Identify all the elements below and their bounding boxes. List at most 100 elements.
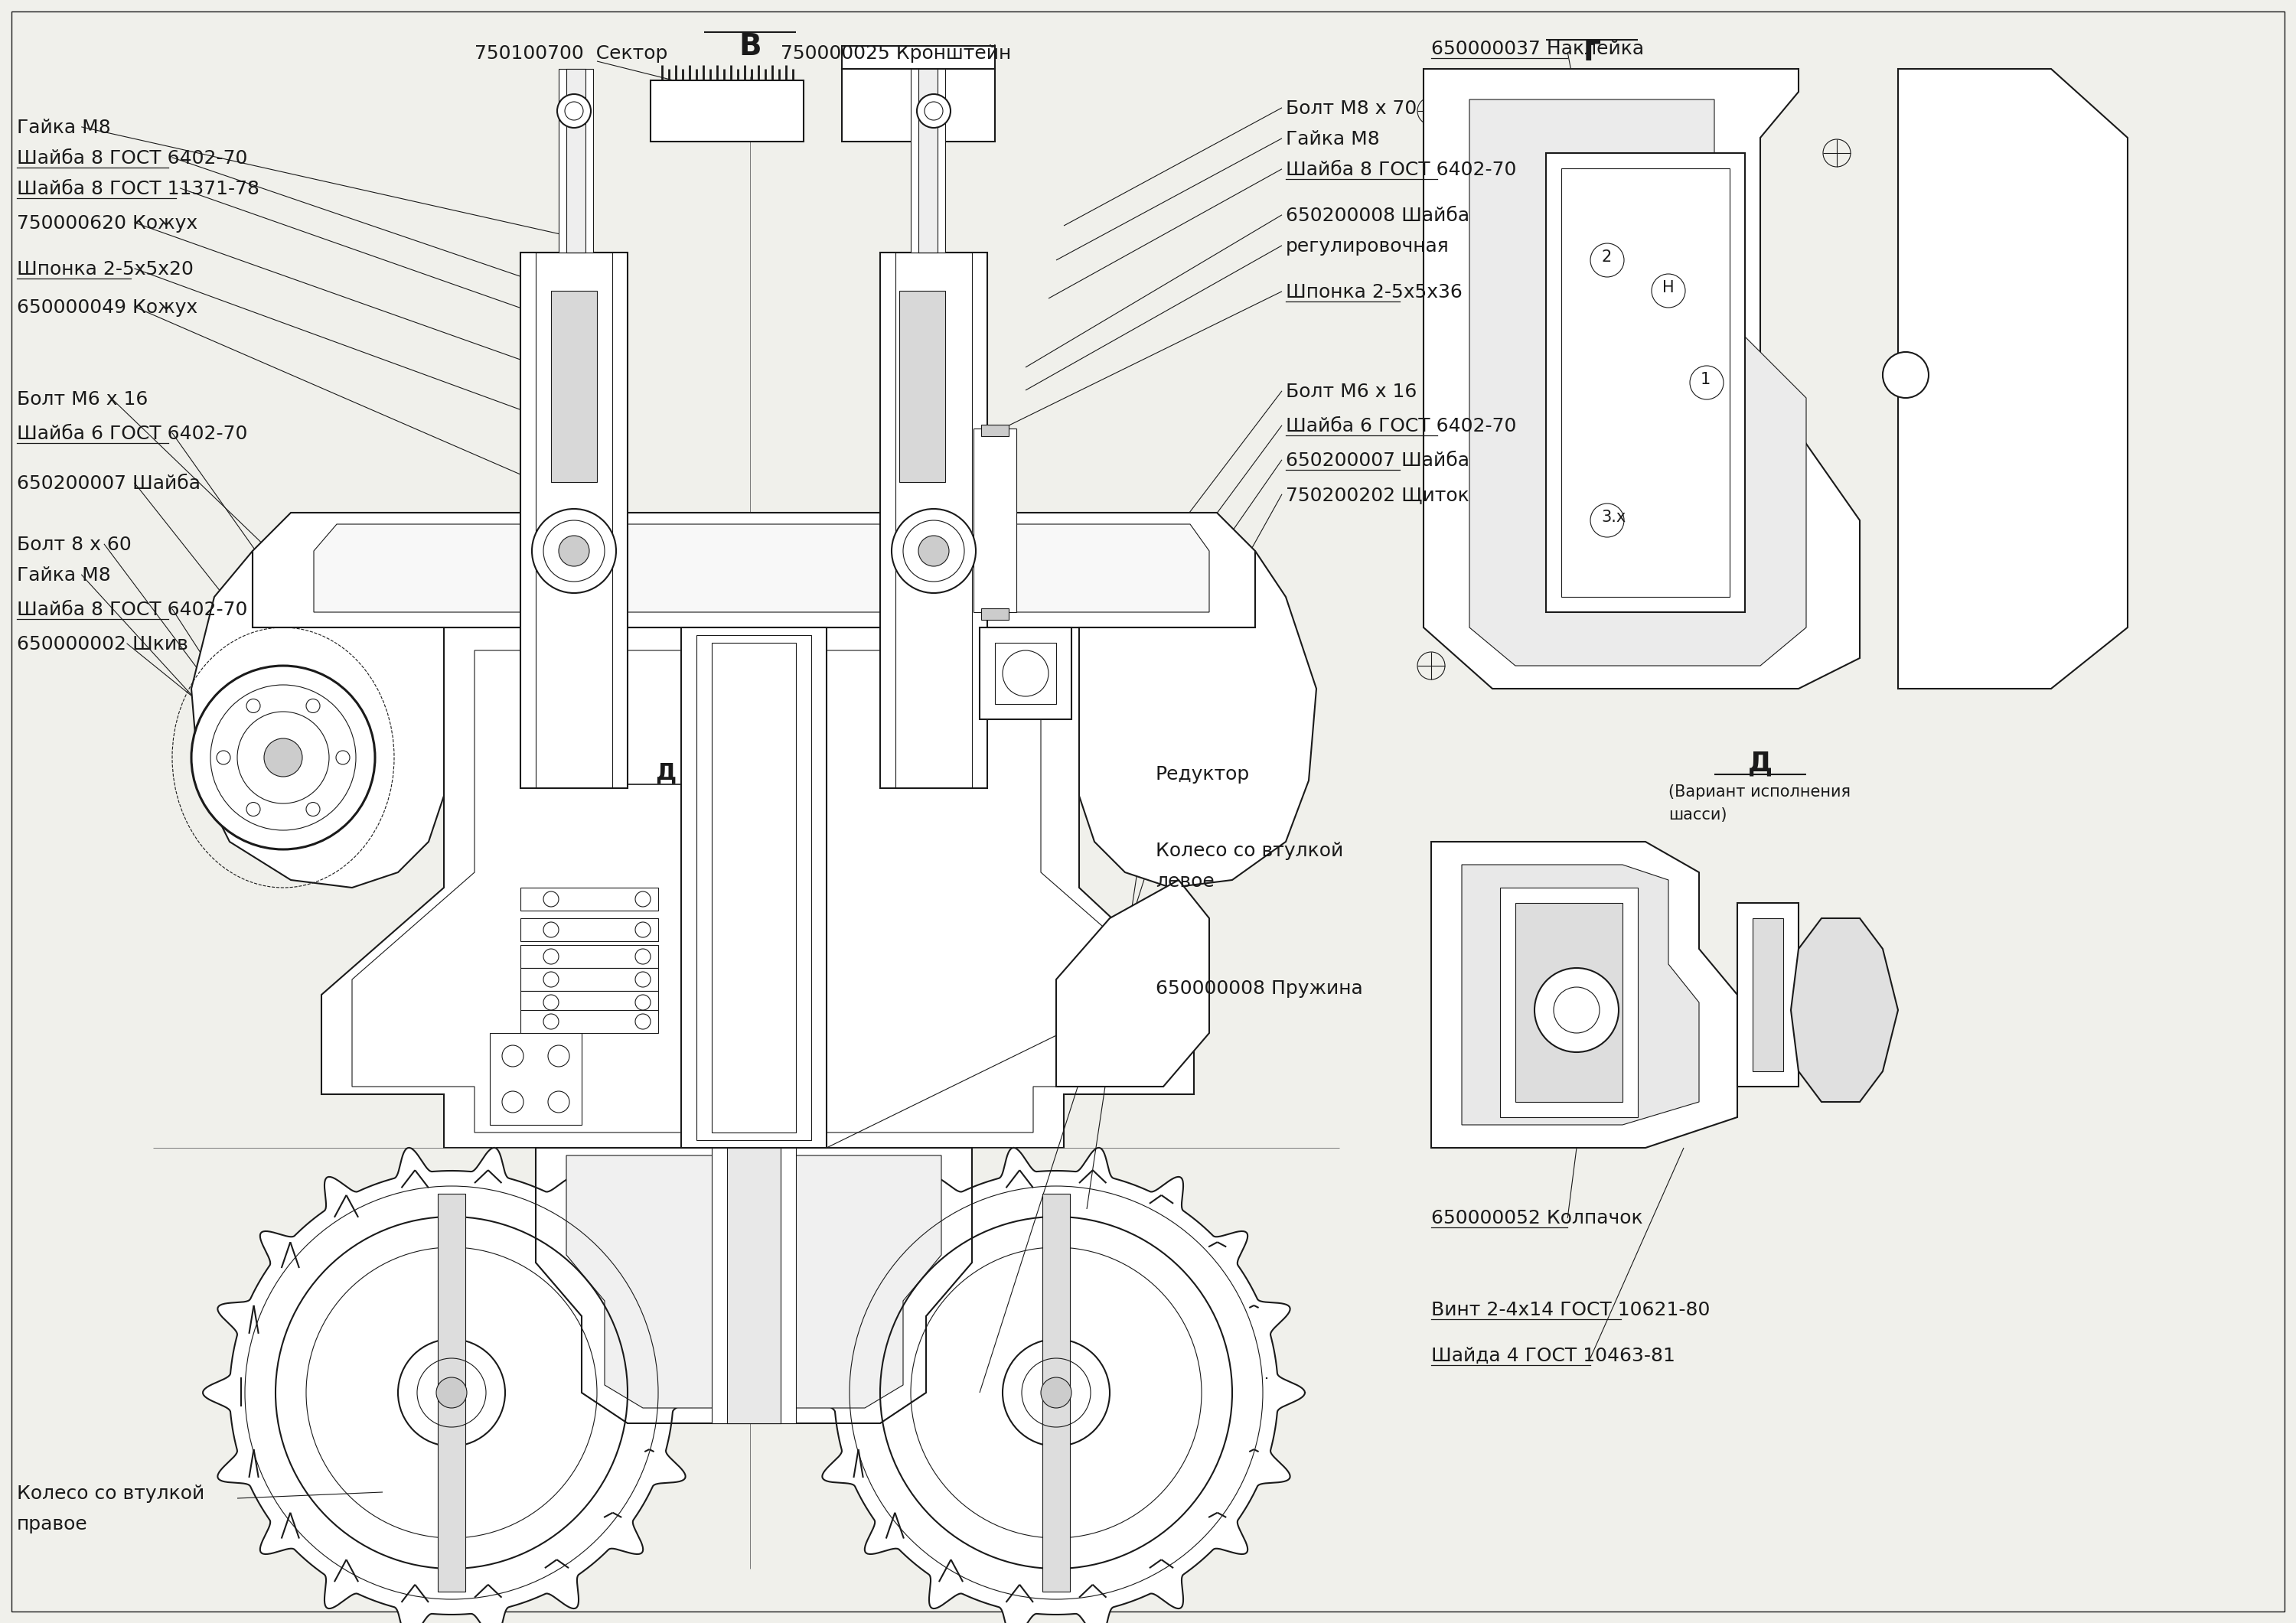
Circle shape xyxy=(891,510,976,592)
Text: Гайка М8: Гайка М8 xyxy=(16,566,110,584)
Circle shape xyxy=(1591,243,1623,278)
Circle shape xyxy=(397,1339,505,1446)
Bar xyxy=(650,81,804,141)
Bar xyxy=(980,628,1072,719)
Text: Шайба 6 ГОСТ 6402-70: Шайба 6 ГОСТ 6402-70 xyxy=(1286,417,1515,435)
Polygon shape xyxy=(1430,842,1738,1147)
Bar xyxy=(489,1032,581,1125)
Text: Гайка М8: Гайка М8 xyxy=(1286,130,1380,148)
Polygon shape xyxy=(808,1147,1304,1623)
Text: 650000008 Пружина: 650000008 Пружина xyxy=(1155,979,1364,998)
Bar xyxy=(521,888,659,911)
Text: 2: 2 xyxy=(1600,250,1612,265)
Bar xyxy=(1752,919,1784,1071)
Bar xyxy=(521,919,659,941)
Bar xyxy=(521,967,659,992)
Bar xyxy=(879,253,987,789)
Bar xyxy=(980,425,1008,437)
Circle shape xyxy=(1534,967,1619,1052)
Text: 650200008 Шайба: 650200008 Шайба xyxy=(1286,206,1469,226)
Text: Болт М8 х 70: Болт М8 х 70 xyxy=(1286,99,1417,118)
Text: 650000002 Шкив: 650000002 Шкив xyxy=(16,635,188,654)
Text: Шайда 4 ГОСТ 10463-81: Шайда 4 ГОСТ 10463-81 xyxy=(1430,1347,1676,1365)
Polygon shape xyxy=(1899,68,2128,688)
Circle shape xyxy=(916,94,951,128)
Text: Шпонка 2-5х5х20: Шпонка 2-5х5х20 xyxy=(16,260,193,279)
Bar xyxy=(728,1147,781,1423)
Bar xyxy=(558,68,592,253)
Bar xyxy=(1515,902,1623,1102)
Text: Болт М6 х 16: Болт М6 х 16 xyxy=(1286,383,1417,401)
Bar xyxy=(712,643,797,1133)
Bar xyxy=(521,945,659,967)
Circle shape xyxy=(1591,503,1623,537)
Bar xyxy=(551,291,597,482)
Circle shape xyxy=(1040,1378,1072,1409)
Text: 650000049 Кожух: 650000049 Кожух xyxy=(16,299,197,316)
Text: шасси): шасси) xyxy=(1669,807,1727,823)
Bar xyxy=(521,253,627,789)
Text: В: В xyxy=(739,32,762,62)
Text: правое: правое xyxy=(16,1516,87,1534)
Circle shape xyxy=(191,665,374,849)
Text: Болт М6 х 16: Болт М6 х 16 xyxy=(16,390,147,409)
Bar xyxy=(535,253,613,789)
Text: Колесо со втулкой: Колесо со втулкой xyxy=(1155,842,1343,860)
Polygon shape xyxy=(1545,153,1745,612)
Text: Д: Д xyxy=(1747,750,1773,776)
Text: 650000037 Наклейка: 650000037 Наклейка xyxy=(1430,41,1644,58)
Bar xyxy=(1738,902,1798,1086)
Polygon shape xyxy=(567,1156,941,1409)
Text: левое: левое xyxy=(1155,872,1215,891)
Bar xyxy=(521,1010,659,1032)
Text: 1: 1 xyxy=(1701,372,1711,388)
Polygon shape xyxy=(1791,919,1899,1102)
Bar xyxy=(843,45,994,68)
Text: Болт 8 х 60: Болт 8 х 60 xyxy=(16,536,131,553)
Text: Г: Г xyxy=(1584,41,1600,67)
Bar xyxy=(1042,1195,1070,1592)
Text: Д: Д xyxy=(654,761,677,784)
Text: 750000620 Кожух: 750000620 Кожух xyxy=(16,214,197,232)
Text: 750200202 Щиток: 750200202 Щиток xyxy=(1286,485,1469,505)
Bar xyxy=(439,1195,466,1592)
Polygon shape xyxy=(202,1147,700,1623)
Circle shape xyxy=(1651,274,1685,308)
Bar xyxy=(900,291,946,482)
Text: Шайба 8 ГОСТ 6402-70: Шайба 8 ГОСТ 6402-70 xyxy=(1286,161,1515,179)
Bar xyxy=(1561,169,1729,597)
Circle shape xyxy=(264,738,303,777)
Circle shape xyxy=(1003,1339,1109,1446)
Text: 3.x: 3.x xyxy=(1600,510,1626,524)
Polygon shape xyxy=(253,513,1256,628)
Text: (Вариант исполнения: (Вариант исполнения xyxy=(1669,784,1851,800)
Bar xyxy=(696,635,810,1139)
Bar xyxy=(682,628,827,1147)
Text: 650000052 Колпачок: 650000052 Колпачок xyxy=(1430,1209,1644,1227)
Polygon shape xyxy=(1079,550,1316,888)
Text: Шайба 8 ГОСТ 11371-78: Шайба 8 ГОСТ 11371-78 xyxy=(16,180,259,198)
Polygon shape xyxy=(315,524,1210,612)
Polygon shape xyxy=(1469,99,1807,665)
Polygon shape xyxy=(321,628,1194,1147)
Bar xyxy=(918,68,937,253)
Text: регулировочная: регулировочная xyxy=(1286,237,1449,255)
Polygon shape xyxy=(1424,68,1860,688)
Text: Н: Н xyxy=(1662,281,1674,295)
Bar xyxy=(974,428,1017,612)
Polygon shape xyxy=(535,1147,971,1423)
Text: 750100700  Сектор: 750100700 Сектор xyxy=(475,44,668,63)
Text: Шайба 8 ГОСТ 6402-70: Шайба 8 ГОСТ 6402-70 xyxy=(16,149,248,167)
Text: Гайка М8: Гайка М8 xyxy=(16,118,110,136)
Bar xyxy=(980,609,1008,620)
Bar xyxy=(912,68,946,253)
Circle shape xyxy=(1690,365,1724,399)
Bar xyxy=(843,68,994,141)
Text: Винт 2-4х14 ГОСТ 10621-80: Винт 2-4х14 ГОСТ 10621-80 xyxy=(1430,1302,1711,1319)
Bar xyxy=(521,992,659,1014)
Polygon shape xyxy=(1463,865,1699,1125)
Circle shape xyxy=(436,1378,466,1409)
Text: Шайба 8 ГОСТ 6402-70: Шайба 8 ГОСТ 6402-70 xyxy=(16,601,248,618)
Circle shape xyxy=(533,510,615,592)
Circle shape xyxy=(918,536,948,566)
